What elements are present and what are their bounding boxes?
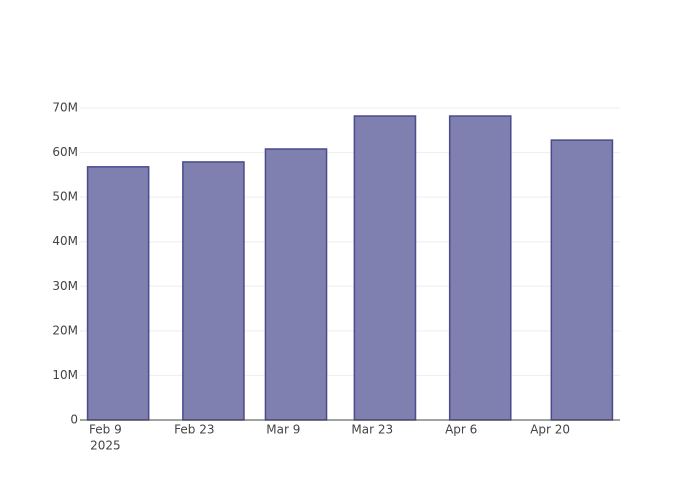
- x-tick-label: Mar 9: [266, 423, 300, 437]
- bar: [86, 166, 150, 421]
- x-year-label: 2025: [90, 439, 121, 453]
- x-tick-label: Apr 6: [445, 423, 477, 437]
- x-tick-label: Apr 20: [530, 423, 570, 437]
- y-tick-label: 20M: [52, 323, 78, 337]
- x-tick-label: Feb 23: [174, 423, 214, 437]
- bar: [550, 139, 614, 421]
- bar: [448, 115, 512, 421]
- y-tick-label: 0: [70, 413, 78, 427]
- y-tick-label: 10M: [52, 368, 78, 382]
- y-tick-label: 50M: [52, 190, 78, 204]
- bar: [264, 148, 328, 421]
- bar: [182, 161, 245, 421]
- x-tick-label: Feb 9: [89, 423, 122, 437]
- y-tick-label: 40M: [52, 234, 78, 248]
- y-tick-label: 60M: [52, 145, 78, 159]
- bar: [353, 115, 417, 421]
- x-tick-label: Mar 23: [351, 423, 393, 437]
- y-tick-label: 30M: [52, 279, 78, 293]
- y-tick-label: 70M: [52, 101, 78, 115]
